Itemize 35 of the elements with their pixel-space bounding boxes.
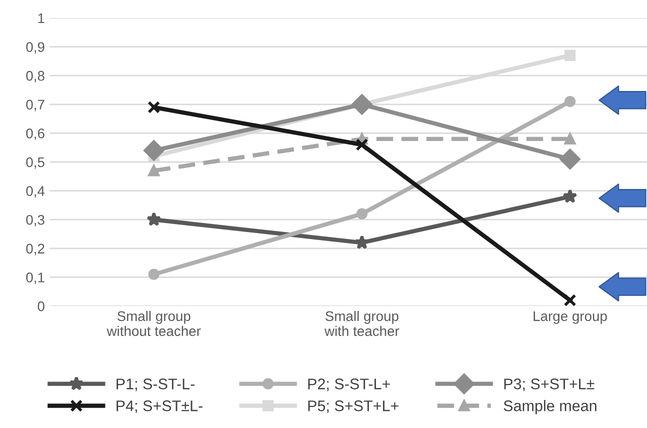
y-tick-label: 0,1 xyxy=(26,272,44,284)
point xyxy=(354,235,370,250)
point xyxy=(144,140,164,161)
point xyxy=(352,94,372,115)
y-tick-label: 0,4 xyxy=(26,186,45,198)
legend-label: P3; S+ST+L± xyxy=(504,378,594,392)
point xyxy=(564,96,576,108)
y-tick-label: 0,8 xyxy=(26,70,44,82)
y-tick-label: 0,3 xyxy=(26,214,44,226)
point xyxy=(560,148,580,170)
point xyxy=(562,188,578,204)
point xyxy=(564,294,576,307)
x-tick-label: Small group without teacher xyxy=(106,310,201,336)
legend-label: P4; S+ST±L- xyxy=(116,400,202,414)
y-tick-label: 0 xyxy=(38,301,44,312)
x-tick-label: Small group with teacher xyxy=(324,310,400,336)
x-tick-label: Large group xyxy=(534,311,607,324)
y-tick-label: 1 xyxy=(38,13,44,24)
y-tick-label: 0,6 xyxy=(26,128,44,140)
y-tick-label: 0,2 xyxy=(26,244,44,256)
point xyxy=(148,165,160,176)
point xyxy=(148,101,160,114)
legend-label: Sample mean xyxy=(504,400,596,414)
legend-label: P5; S+ST+L+ xyxy=(308,400,398,414)
point xyxy=(564,133,576,145)
point xyxy=(148,268,160,280)
y-tick-label: 0,9 xyxy=(26,42,44,54)
point xyxy=(356,208,368,220)
point xyxy=(564,50,576,61)
point xyxy=(356,138,368,151)
legend-label: P2; S-ST-L+ xyxy=(308,378,390,392)
y-tick-label: 0,5 xyxy=(26,157,44,169)
point xyxy=(146,212,162,226)
y-tick-label: 0,7 xyxy=(26,100,44,112)
legend-label: P1; S-ST-L- xyxy=(116,378,194,392)
